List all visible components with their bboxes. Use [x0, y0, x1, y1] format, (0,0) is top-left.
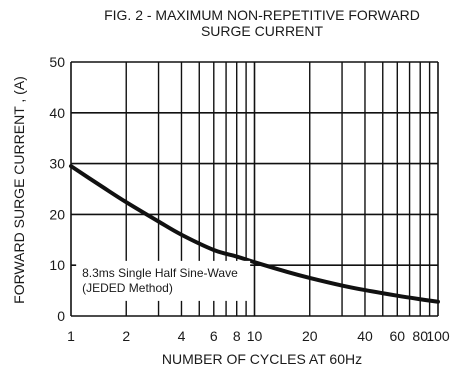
- y-tick-label-40: 40: [49, 105, 65, 121]
- grid-layer: [70, 61, 439, 317]
- series-line-0: [69, 164, 440, 304]
- y-tick-label-50: 50: [49, 54, 65, 70]
- x-tick-label-20: 20: [302, 328, 318, 344]
- x-tick-label-40: 40: [357, 328, 373, 344]
- annotation-line-2: (JEDED Method): [82, 281, 173, 295]
- annotation-line-1: 8.3ms Single Half Sine-Wave: [82, 266, 238, 280]
- chart-subtitle: SURGE CURRENT: [201, 23, 324, 39]
- y-tick-label-0: 0: [57, 308, 65, 324]
- annotation-layer: 8.3ms Single Half Sine-Wave (JEDED Metho…: [76, 260, 251, 301]
- x-tick-label-100: 100: [426, 328, 450, 344]
- x-tick-label-80: 80: [412, 328, 428, 344]
- chart-title: FIG. 2 - MAXIMUM NON-REPETITIVE FORWARD: [104, 7, 420, 23]
- curve-layer: [69, 164, 440, 304]
- x-tick-label-4: 4: [178, 328, 186, 344]
- x-tick-label-6: 6: [210, 328, 218, 344]
- y-tick-label-20: 20: [49, 206, 65, 222]
- x-tick-label-2: 2: [122, 328, 130, 344]
- y-axis-label: FORWARD SURGE CURRENT , (A): [11, 76, 27, 304]
- x-tick-label-1: 1: [67, 328, 75, 344]
- x-tick-label-8: 8: [233, 328, 241, 344]
- x-tick-label-10: 10: [247, 328, 263, 344]
- x-tick-label-60: 60: [390, 328, 406, 344]
- y-tick-label-10: 10: [49, 257, 65, 273]
- annotation-background: [76, 260, 251, 301]
- x-axis-label: NUMBER OF CYCLES AT 60Hz: [162, 351, 362, 367]
- y-tick-label-30: 30: [49, 156, 65, 172]
